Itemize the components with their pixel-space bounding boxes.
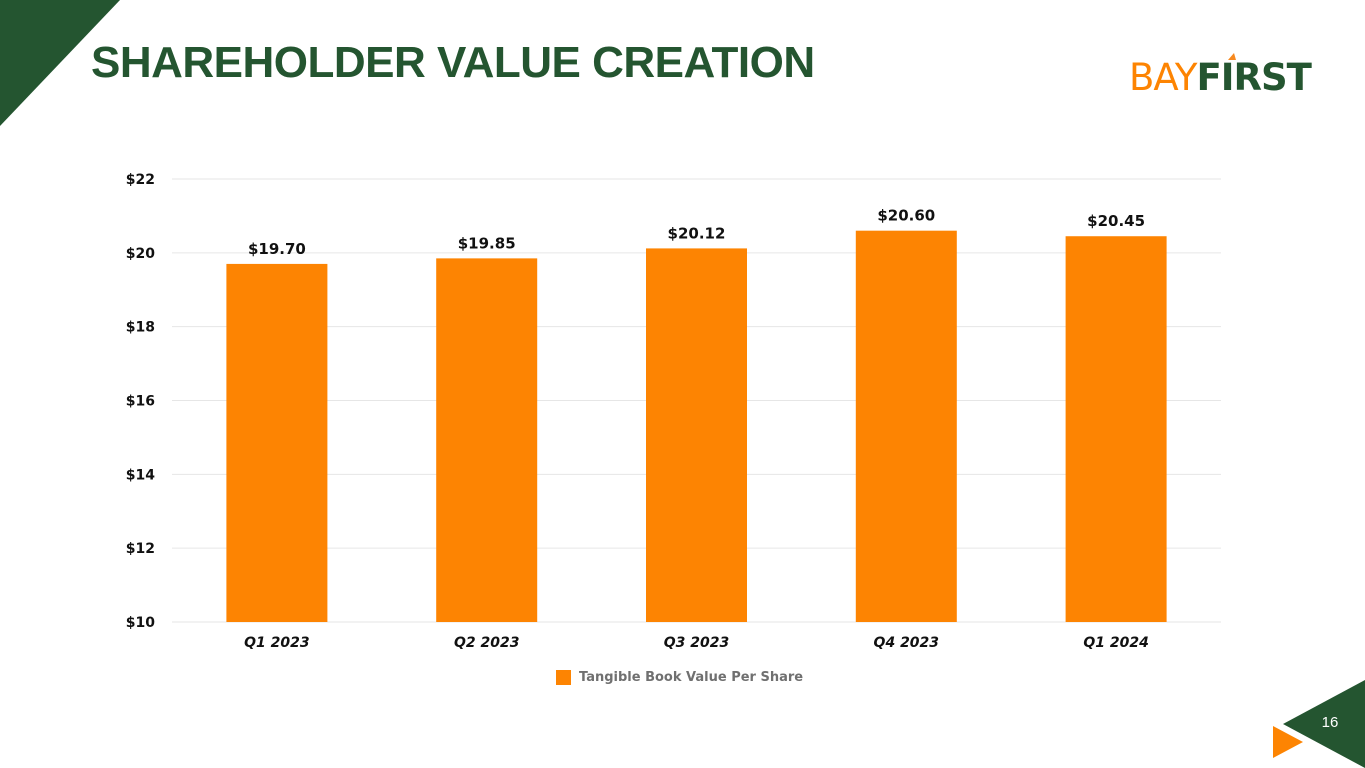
bar xyxy=(855,230,957,622)
x-tick-label: Q4 2023 xyxy=(874,635,939,651)
data-label: $20.12 xyxy=(668,224,726,242)
x-tick-label: Q1 2024 xyxy=(1083,635,1148,651)
corner-decoration-top-left xyxy=(0,0,120,126)
logo-text-first-label: FIRST xyxy=(1196,56,1311,99)
x-tick-label: Q2 2023 xyxy=(454,635,519,651)
page-number: 16 xyxy=(1321,714,1339,731)
logo-accent-mark xyxy=(1228,53,1237,60)
y-tick-label: $16 xyxy=(126,394,155,410)
bar xyxy=(226,263,328,622)
y-tick-label: $10 xyxy=(126,615,155,631)
y-tick-label: $12 xyxy=(126,541,155,557)
legend-label: Tangible Book Value Per Share xyxy=(579,670,804,685)
bayfirst-logo: BAYFIRST xyxy=(1129,53,1312,99)
corner-decoration-bottom-right xyxy=(1273,680,1365,768)
x-tick-label: Q1 2023 xyxy=(244,635,309,651)
bar xyxy=(436,258,538,622)
y-tick-label: $22 xyxy=(126,172,155,188)
legend-swatch xyxy=(556,670,571,685)
y-tick-label: $14 xyxy=(126,467,155,483)
data-label: $20.45 xyxy=(1087,212,1145,230)
y-tick-label: $20 xyxy=(126,246,155,262)
bar xyxy=(646,248,747,623)
x-tick-label: Q3 2023 xyxy=(664,635,729,651)
bar xyxy=(1065,236,1167,623)
logo-text-first: FIRST xyxy=(1196,53,1312,99)
chart-legend: Tangible Book Value Per Share xyxy=(556,670,803,685)
tbvps-bar-chart: $10 $12 $14 $16 $18 $20 $22 $19.70 Q1 2023 $19.85… xyxy=(126,172,1221,651)
data-label: $20.60 xyxy=(877,207,935,225)
logo-text-bay: BAY xyxy=(1129,56,1197,99)
slide-title: SHAREHOLDER VALUE CREATION xyxy=(91,38,815,87)
data-label: $19.85 xyxy=(458,234,516,252)
y-tick-label: $18 xyxy=(126,320,155,336)
data-label: $19.70 xyxy=(248,240,306,258)
